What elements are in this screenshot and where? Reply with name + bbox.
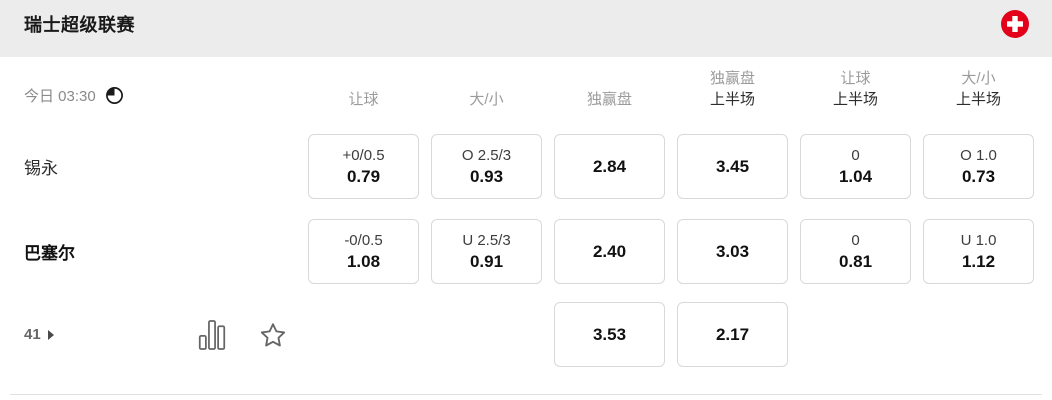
odds-price: 1.04	[838, 166, 873, 186]
chevron-right-icon	[47, 329, 54, 340]
star-icon	[260, 322, 286, 346]
match-time: 今日 03:30	[24, 88, 96, 105]
odds-price: 0.91	[469, 251, 504, 271]
odds-draw-moneyline[interactable]: 3.53	[554, 302, 665, 367]
more-markets-count: 41	[24, 326, 41, 343]
odds-line: O 1.0	[960, 146, 997, 164]
odds-price: 2.17	[715, 324, 750, 344]
team-name-sion: 锡永	[24, 159, 58, 178]
col-header-label: 独赢盘	[709, 70, 755, 87]
odds-sion-over-under[interactable]: O 2.5/3 0.93	[431, 134, 542, 199]
odds-basel-moneyline-1h[interactable]: 3.03	[677, 219, 788, 284]
odds-price: 0.73	[961, 166, 996, 186]
col-header-label: 让球	[840, 70, 871, 87]
columns-header-row: 今日 03:30 让球 大/小 独赢盘 独赢盘 上半场 让球 上半场 大/小 上…	[0, 57, 1052, 115]
stats-button[interactable]	[198, 319, 226, 351]
odds-basel-moneyline[interactable]: 2.40	[554, 219, 665, 284]
clock-icon	[105, 87, 123, 104]
odds-price: 3.45	[715, 156, 750, 176]
favorite-button[interactable]	[259, 321, 287, 349]
odds-draw-moneyline-1h[interactable]: 2.17	[677, 302, 788, 367]
col-header-label: 独赢盘	[586, 91, 632, 108]
col-header-over-under-1h: 大/小 上半场	[923, 68, 1034, 110]
league-title: 瑞士超级联赛	[24, 15, 135, 35]
odds-price: 2.84	[592, 156, 627, 176]
match-time-cell: 今日 03:30	[24, 85, 296, 110]
col-header-moneyline: 独赢盘	[554, 89, 665, 110]
odds-price: 3.03	[715, 241, 750, 261]
odds-line: U 2.5/3	[462, 231, 511, 249]
league-header: 瑞士超级联赛	[0, 0, 1052, 57]
odds-sion-moneyline[interactable]: 2.84	[554, 134, 665, 199]
odds-basel-over-under-1h[interactable]: U 1.0 1.12	[923, 219, 1034, 284]
bar-chart-icon	[198, 319, 226, 350]
odds-price: 0.93	[469, 166, 504, 186]
odds-sion-over-under-1h[interactable]: O 1.0 0.73	[923, 134, 1034, 199]
team-name-basel: 巴塞尔	[24, 244, 75, 263]
col-header-handicap-1h: 让球 上半场	[800, 68, 911, 110]
more-markets-link[interactable]: 41	[24, 326, 54, 343]
odds-sion-handicap-1h[interactable]: 0 1.04	[800, 134, 911, 199]
draw-row: 41 3.53 2.17	[0, 302, 1052, 367]
odds-basel-handicap-1h[interactable]: 0 0.81	[800, 219, 911, 284]
odds-basel-over-under[interactable]: U 2.5/3 0.91	[431, 219, 542, 284]
match-row-basel: 巴塞尔 -0/0.5 1.08 U 2.5/3 0.91 2.40 3.03 0…	[0, 219, 1052, 284]
odds-price: 2.40	[592, 241, 627, 261]
odds-line: 0	[851, 146, 860, 164]
odds-basel-handicap[interactable]: -0/0.5 1.08	[308, 219, 419, 284]
swiss-flag-icon	[1001, 10, 1029, 38]
odds-line: O 2.5/3	[461, 146, 512, 164]
match-row-sion: 锡永 +0/0.5 0.79 O 2.5/3 0.93 2.84 3.45 0 …	[0, 134, 1052, 199]
col-header-label: 大/小	[469, 91, 504, 108]
odds-price: 0.81	[838, 251, 873, 271]
odds-price: 3.53	[592, 324, 627, 344]
col-header-moneyline-1h: 独赢盘 上半场	[677, 68, 788, 110]
col-header-over-under: 大/小	[431, 89, 542, 110]
col-header-sublabel: 上半场	[832, 91, 878, 108]
col-header-sublabel: 上半场	[709, 91, 755, 108]
odds-sion-handicap[interactable]: +0/0.5 0.79	[308, 134, 419, 199]
odds-line: 0	[851, 231, 860, 249]
odds-line: U 1.0	[960, 231, 997, 249]
col-header-handicap: 让球	[308, 89, 419, 110]
odds-sion-moneyline-1h[interactable]: 3.45	[677, 134, 788, 199]
col-header-sublabel: 上半场	[955, 91, 1001, 108]
col-header-label: 让球	[348, 91, 379, 108]
odds-price: 0.79	[346, 166, 381, 186]
col-header-label: 大/小	[961, 70, 996, 87]
odds-price: 1.12	[961, 251, 996, 271]
bottom-divider	[10, 394, 1042, 395]
odds-price: 1.08	[346, 251, 381, 271]
draw-row-tools: 41	[24, 302, 296, 367]
odds-line: -0/0.5	[344, 231, 383, 249]
odds-line: +0/0.5	[342, 146, 385, 164]
